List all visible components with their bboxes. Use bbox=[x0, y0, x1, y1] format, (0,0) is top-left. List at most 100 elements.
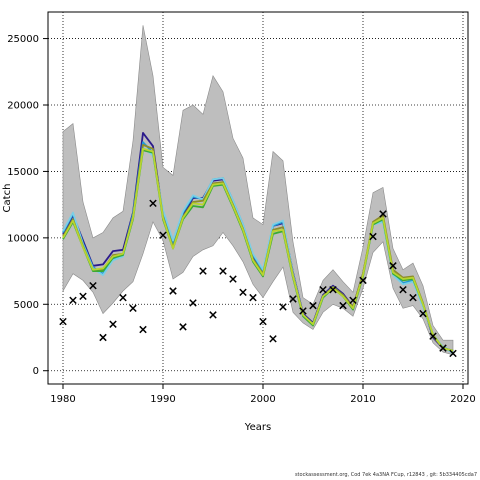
observed-mark-stroke bbox=[369, 232, 377, 241]
y-tick-label: 0 bbox=[33, 366, 39, 377]
observed-point bbox=[269, 335, 277, 343]
observed-mark-stroke bbox=[139, 325, 147, 334]
observed-mark-stroke bbox=[449, 349, 457, 358]
observed-point bbox=[289, 295, 297, 303]
observed-mark-stroke bbox=[329, 285, 337, 294]
y-tick-label: 20000 bbox=[7, 101, 39, 112]
observed-mark-stroke bbox=[249, 293, 257, 302]
observed-mark-stroke bbox=[59, 317, 67, 326]
observed-point bbox=[369, 232, 377, 241]
plot-frame bbox=[47, 11, 469, 385]
observed-mark-stroke bbox=[209, 311, 217, 319]
observed-mark-stroke bbox=[289, 295, 297, 303]
series-line-6 bbox=[62, 147, 454, 352]
observed-mark-stroke bbox=[319, 285, 327, 294]
observed-mark-stroke bbox=[149, 199, 157, 208]
observed-point bbox=[439, 344, 447, 352]
observed-mark-stroke bbox=[179, 323, 187, 331]
observed-mark-stroke bbox=[399, 285, 407, 294]
observed-mark-stroke bbox=[409, 293, 417, 302]
observed-mark-stroke bbox=[439, 344, 447, 352]
observed-mark-stroke bbox=[269, 335, 277, 343]
observed-mark-stroke bbox=[79, 292, 87, 301]
observed-mark-stroke bbox=[89, 281, 97, 290]
observed-point bbox=[429, 332, 437, 340]
confidence-band bbox=[62, 25, 454, 356]
observed-point bbox=[379, 210, 387, 218]
observed-point bbox=[139, 325, 147, 334]
observed-point bbox=[119, 293, 127, 302]
observed-mark-stroke bbox=[309, 301, 317, 310]
observed-point bbox=[389, 262, 397, 270]
observed-point bbox=[89, 281, 97, 290]
y-tick-label: 5000 bbox=[14, 300, 39, 311]
uncertainty-band bbox=[62, 25, 454, 356]
y-axis: 0 5000 10000 15000 20000 25000 bbox=[7, 34, 48, 377]
observed-point bbox=[129, 304, 137, 313]
observed-mark-stroke bbox=[429, 332, 437, 340]
observed-mark-stroke bbox=[119, 293, 127, 302]
observed-point bbox=[279, 303, 287, 311]
observed-mark-stroke bbox=[129, 304, 137, 313]
observed-point bbox=[399, 285, 407, 294]
observed-mark-stroke bbox=[159, 231, 167, 239]
y-tick-label: 25000 bbox=[7, 34, 39, 45]
observed-point bbox=[319, 285, 327, 294]
y-tick-label: 15000 bbox=[7, 167, 39, 178]
observed-point bbox=[79, 292, 87, 301]
observed-point bbox=[149, 199, 157, 208]
y-axis-label: Catch bbox=[2, 184, 13, 213]
observed-mark-stroke bbox=[169, 287, 177, 295]
observed-point bbox=[449, 349, 457, 358]
observed-mark-stroke bbox=[279, 303, 287, 311]
observed-point bbox=[309, 301, 317, 310]
observed-point bbox=[249, 293, 257, 302]
footer-credit: stockassessment.org, Cod 7ek 4a3NA FCup,… bbox=[294, 472, 477, 478]
observed-mark-stroke bbox=[69, 296, 77, 305]
observed-mark-stroke bbox=[259, 317, 267, 326]
observed-point bbox=[239, 288, 247, 297]
x-tick-label: 1980 bbox=[50, 394, 75, 405]
observed-mark-stroke bbox=[109, 320, 117, 328]
observed-mark-stroke bbox=[299, 307, 307, 315]
observed-point bbox=[199, 267, 207, 275]
x-axis-label: Years bbox=[244, 422, 271, 433]
observed-point bbox=[259, 317, 267, 326]
observed-point bbox=[109, 320, 117, 328]
observed-point bbox=[189, 299, 197, 307]
observed-mark-stroke bbox=[229, 275, 237, 283]
observed-mark-stroke bbox=[359, 276, 367, 285]
observed-point bbox=[159, 231, 167, 239]
observed-mark-stroke bbox=[339, 301, 347, 310]
x-tick-label: 1990 bbox=[150, 394, 175, 405]
observed-point bbox=[169, 287, 177, 295]
observed-mark-stroke bbox=[219, 267, 227, 275]
observed-point bbox=[229, 275, 237, 283]
observed-point bbox=[209, 311, 217, 319]
observed-mark-stroke bbox=[239, 288, 247, 297]
observed-point bbox=[179, 323, 187, 331]
observed-point bbox=[349, 296, 357, 305]
observed-point bbox=[219, 267, 227, 275]
x-tick-label: 2000 bbox=[250, 394, 275, 405]
observed-point bbox=[299, 307, 307, 315]
observed-mark-stroke bbox=[199, 267, 207, 275]
observed-mark-stroke bbox=[189, 299, 197, 307]
x-axis: 1980 1990 2000 2010 2020 bbox=[50, 384, 476, 405]
observed-point bbox=[69, 296, 77, 305]
observed-mark-stroke bbox=[99, 333, 107, 342]
observed-points bbox=[59, 199, 457, 358]
observed-point bbox=[419, 309, 427, 318]
observed-point bbox=[59, 317, 67, 326]
series-lines bbox=[62, 132, 454, 355]
observed-point bbox=[409, 293, 417, 302]
x-tick-label: 2010 bbox=[350, 394, 375, 405]
observed-point bbox=[339, 301, 347, 310]
observed-mark-stroke bbox=[389, 262, 397, 270]
observed-point bbox=[99, 333, 107, 342]
observed-mark-stroke bbox=[379, 210, 387, 218]
observed-point bbox=[329, 285, 337, 294]
observed-point bbox=[359, 276, 367, 285]
observed-mark-stroke bbox=[349, 296, 357, 305]
